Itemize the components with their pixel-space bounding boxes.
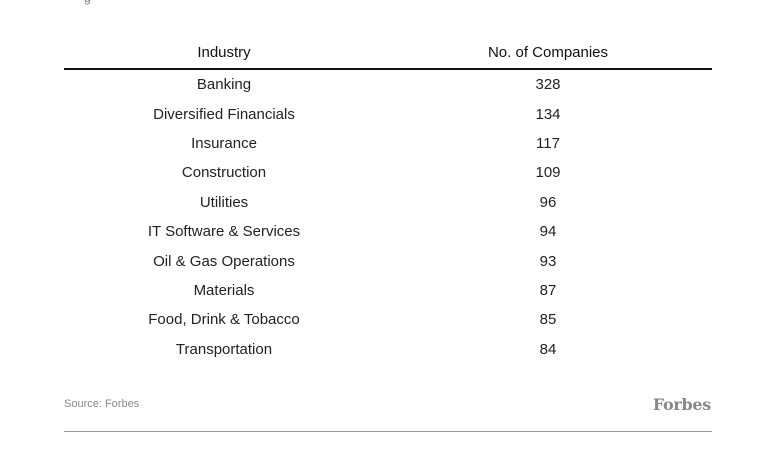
table-row: IT Software & Services 94 (64, 217, 712, 246)
source-note: Source: Forbes (64, 398, 140, 410)
company-count-cell: 328 (535, 76, 561, 94)
table-row: Diversified Financials 134 (64, 99, 712, 128)
company-count-cell: 85 (539, 311, 557, 329)
industry-cell: Materials (193, 281, 255, 299)
industry-cell: Construction (181, 164, 267, 182)
table-row: Oil & Gas Operations 93 (64, 246, 712, 275)
table-row: Banking 328 (64, 69, 712, 99)
industry-cell: Food, Drink & Tobacco (148, 311, 300, 329)
industry-company-table: Industry No. of Companies Banking 328 Di… (64, 36, 712, 364)
industry-cell: Transportation (175, 340, 273, 358)
company-count-cell: 134 (535, 105, 561, 123)
industry-cell: Utilities (199, 193, 249, 211)
table-row: Transportation 84 (64, 335, 712, 364)
company-count-cell: 94 (539, 223, 557, 241)
forbes-logo: Forbes (652, 395, 711, 414)
company-count-cell: 117 (536, 134, 560, 152)
industry-cell: Banking (196, 76, 252, 94)
table-row: Food, Drink & Tobacco 85 (64, 305, 712, 334)
company-count-cell: 109 (535, 164, 561, 182)
table-header-row: Industry No. of Companies (64, 36, 712, 70)
industry-cell: IT Software & Services (147, 223, 301, 241)
table-row: Insurance 117 (64, 129, 712, 158)
industry-cell: Insurance (191, 134, 257, 152)
footer-divider (64, 431, 712, 432)
company-count-cell: 96 (539, 193, 557, 211)
company-count-cell: 93 (539, 252, 557, 270)
column-header-company-count: No. of Companies (384, 36, 712, 70)
cropped-text-fragment (84, 0, 96, 2)
table-row: Utilities 96 (64, 188, 712, 217)
column-header-industry: Industry (64, 36, 384, 70)
industry-cell: Oil & Gas Operations (153, 252, 295, 270)
industry-cell: Diversified Financials (153, 105, 295, 123)
company-count-cell: 87 (539, 281, 557, 299)
company-count-cell: 84 (539, 340, 557, 358)
table-row: Materials 87 (64, 276, 712, 305)
table-row: Construction 109 (64, 158, 712, 187)
